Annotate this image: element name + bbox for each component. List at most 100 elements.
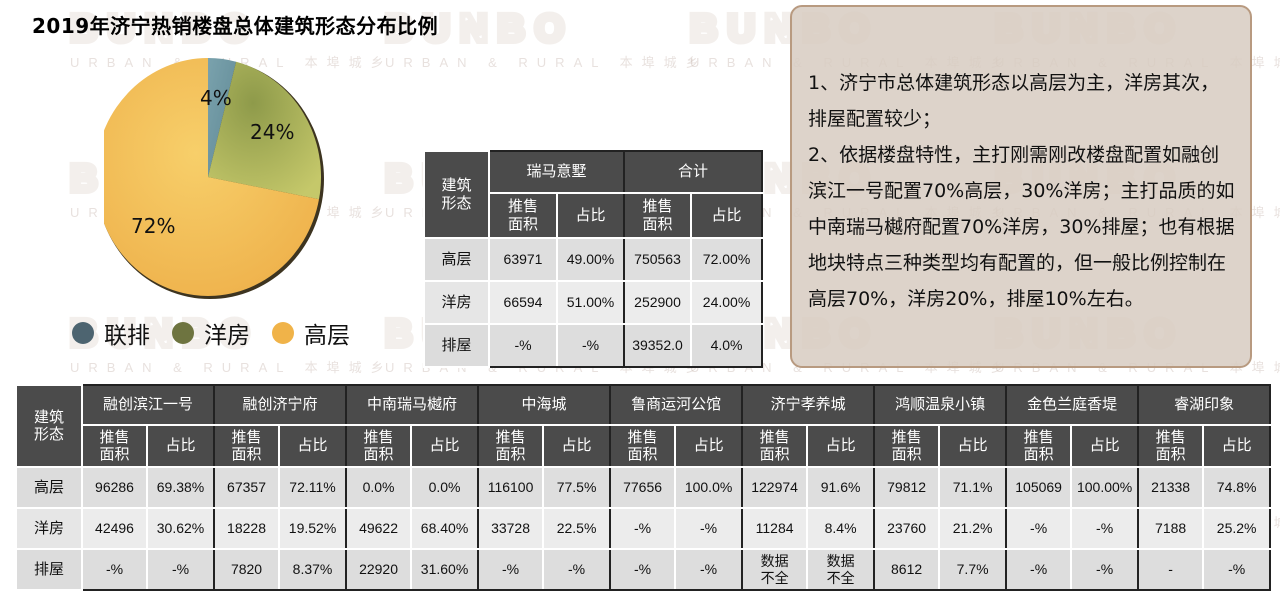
project-header: 中海城: [477, 384, 612, 426]
subheader-ratio: 占比: [938, 424, 1008, 468]
table-cell: 22920: [345, 548, 413, 591]
legend-label: 联排: [104, 323, 150, 349]
table-cell: 21.2%: [938, 507, 1008, 550]
summary-table: 建筑 形态 瑞马意墅 合计 推售 面积 占比 推售 面积 占比 高层 63971 49.00% 7505…: [423, 150, 764, 368]
table-cell: 22.5%: [542, 507, 612, 550]
pie-slice-高层: [94, 58, 319, 296]
table-cell: 8.4%: [806, 507, 876, 550]
table-cell: 79812: [873, 466, 941, 509]
table-cell: 100.00%: [1070, 466, 1140, 509]
table-row: 高层 63971 49.00% 750563 72.00%: [423, 237, 764, 282]
table-cell: 0.0%: [410, 466, 480, 509]
project-header: 鸿顺温泉小镇: [873, 384, 1008, 426]
pie-label-yangfang: 24%: [250, 120, 295, 144]
table-cell: 49.00%: [555, 237, 626, 282]
subheader-ratio: 占比: [690, 192, 764, 239]
subheader-ratio: 占比: [806, 424, 876, 468]
table-cell: 122974: [741, 466, 809, 509]
table-cell: -%: [1005, 507, 1073, 550]
pie-label-gaoceng: 72%: [131, 214, 176, 238]
table-cell: -: [1137, 548, 1205, 591]
subheader-area: 推售 面积: [741, 424, 809, 468]
table-row: 排屋 -% -% 7820 8.37% 22920 31.60% -% -% -% -% 数据 不全 数据…: [15, 548, 1272, 591]
table-cell: -%: [477, 548, 545, 591]
table-cell: -%: [674, 507, 744, 550]
subheader-area: 推售 面积: [488, 192, 558, 239]
analysis-note-box: 1、济宁市总体建筑形态以高层为主，洋房其次，排屋配置较少； 2、依据楼盘特性，主…: [790, 5, 1252, 368]
subheader-ratio: 占比: [674, 424, 744, 468]
table-cell: 49622: [345, 507, 413, 550]
subheader-ratio: 占比: [555, 192, 626, 239]
legend-item-gaoceng: 高层: [272, 316, 350, 350]
pie-chart: 4% 24% 72%: [94, 54, 344, 304]
table-cell: 66594: [488, 280, 558, 325]
table-cell: 100.0%: [674, 466, 744, 509]
table-cell: 51.00%: [555, 280, 626, 325]
table-cell: 31.60%: [410, 548, 480, 591]
table-row: 洋房 42496 30.62% 18228 19.52% 49622 68.40% 33728…: [15, 507, 1272, 550]
table-cell: 68.40%: [410, 507, 480, 550]
subheader-area: 推售 面积: [213, 424, 281, 468]
table-row: 高层 96286 69.38% 67357 72.11% 0.0% 0.0% 116100 77…: [15, 466, 1272, 509]
subheader-area: 推售 面积: [345, 424, 413, 468]
project-detail-table: 建筑 形态 融创滨江一号 融创济宁府 中南瑞马樾府 中海城 鲁商运河公馆 济宁孝养城 鸿顺温泉小…: [15, 384, 1272, 591]
subheader-ratio: 占比: [145, 424, 216, 468]
table-cell: 74.8%: [1202, 466, 1272, 509]
row-label: 高层: [423, 237, 490, 282]
legend-dot-icon: [72, 322, 94, 344]
project-header: 融创滨江一号: [80, 384, 216, 426]
chart-legend: 联排 洋房 高层: [72, 316, 372, 350]
table-cell: 77656: [609, 466, 677, 509]
table-row: 洋房 66594 51.00% 252900 24.00%: [423, 280, 764, 325]
table-cell: 71.1%: [938, 466, 1008, 509]
table-cell: 72.11%: [278, 466, 348, 509]
table-cell: -%: [488, 323, 558, 368]
table-cell: -%: [1202, 548, 1272, 591]
table-cell: 72.00%: [690, 237, 764, 282]
project-header: 济宁孝养城: [741, 384, 876, 426]
table-cell: 7.7%: [938, 548, 1008, 591]
table-cell: 252900: [623, 280, 693, 325]
subheader-ratio: 占比: [542, 424, 612, 468]
legend-item-yangfang: 洋房: [172, 316, 250, 350]
table-cell: 39352.0: [623, 323, 693, 368]
table-cell: 8612: [873, 548, 941, 591]
table-cell: 63971: [488, 237, 558, 282]
table-cell: -%: [609, 548, 677, 591]
table-cell: 7820: [213, 548, 281, 591]
table-cell: 8.37%: [278, 548, 348, 591]
corner-header: 建筑 形态: [15, 384, 83, 468]
project-header: 中南瑞马樾府: [345, 384, 480, 426]
table-cell: 91.6%: [806, 466, 876, 509]
table-cell: -%: [674, 548, 744, 591]
pie-label-lianpai: 4%: [200, 86, 232, 110]
table-cell: 77.5%: [542, 466, 612, 509]
table-cell: 11284: [741, 507, 809, 550]
table-cell: 33728: [477, 507, 545, 550]
table-cell: 30.62%: [145, 507, 216, 550]
watermark-subtitle: URBAN & RURAL 本埠城乡: [385, 55, 708, 70]
project-header: 鲁商运河公馆: [609, 384, 744, 426]
table-cell: 750563: [623, 237, 693, 282]
table-cell: -%: [1005, 548, 1073, 591]
table-cell: -%: [1070, 548, 1140, 591]
subheader-area: 推售 面积: [609, 424, 677, 468]
legend-item-lianpai: 联排: [72, 316, 150, 350]
subheader-area: 推售 面积: [1005, 424, 1073, 468]
table-cell: 24.00%: [690, 280, 764, 325]
table-cell: -%: [145, 548, 216, 591]
table-cell: -%: [555, 323, 626, 368]
table-cell: -%: [81, 548, 148, 591]
table-cell: 23760: [873, 507, 941, 550]
subheader-ratio: 占比: [410, 424, 480, 468]
table-cell: 19.52%: [278, 507, 348, 550]
subheader-ratio: 占比: [1202, 424, 1272, 468]
note-paragraph-2: 2、依据楼盘特性，主打刚需刚改楼盘配置如融创滨江一号配置70%高层，30%洋房；…: [808, 144, 1235, 310]
table-cell: 105069: [1005, 466, 1073, 509]
subheader-area: 推售 面积: [81, 424, 148, 468]
table-cell: 4.0%: [690, 323, 764, 368]
page-title: 2019年济宁热销楼盘总体建筑形态分布比例: [32, 14, 439, 38]
row-label: 洋房: [15, 507, 83, 550]
table-cell: 67357: [213, 466, 281, 509]
row-label: 排屋: [15, 548, 83, 591]
